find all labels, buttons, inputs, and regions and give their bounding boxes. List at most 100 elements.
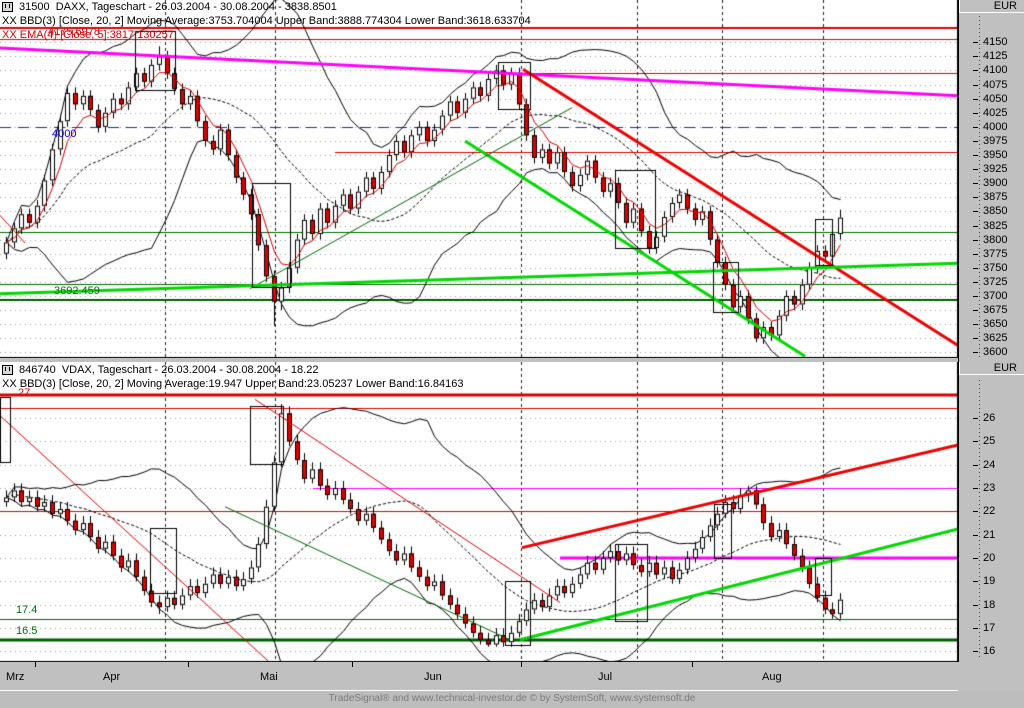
dax-ema-legend[interactable]: XX EMA(4) [Close, 5]:3817.130257	[2, 29, 174, 41]
footer-credit: TradeSignal® and www.technical-investor.…	[0, 691, 1024, 708]
axis-tick	[973, 605, 978, 606]
axis-tick	[973, 488, 978, 489]
vdax-price-axis[interactable]: 16 17 18 19 20 21 22 23 24 25 26	[959, 362, 1024, 662]
pin-icon-inner	[5, 367, 10, 371]
axis-dotted-line	[979, 380, 980, 660]
axis-tick-label: 4050	[983, 93, 1008, 105]
month-tick	[692, 662, 693, 667]
axis-tick	[973, 56, 978, 57]
dax-bollinger-legend[interactable]: XX BBD(3) [Close, 20, 2] Moving Average:…	[2, 15, 531, 27]
axis-tick	[973, 352, 978, 353]
axis-tick	[973, 99, 978, 100]
vdax-chart-canvas[interactable]	[0, 362, 958, 662]
axis-tick	[973, 240, 978, 241]
axis-tick	[973, 581, 978, 582]
axis-tick-label: 4100	[983, 64, 1008, 76]
axis-tick-label: 23	[983, 482, 996, 494]
dax-chart-canvas[interactable]	[0, 0, 958, 358]
axis-tick	[973, 651, 978, 652]
dax-title: 31500 DAXX, Tageschart - 26.03.2004 - 30…	[19, 1, 337, 13]
pin-icon-inner	[5, 4, 10, 8]
axis-tick-label: 3900	[983, 177, 1008, 189]
price-label: 4175.6978	[48, 26, 100, 38]
axis-tick	[973, 511, 978, 512]
month-label: Mrz	[6, 671, 25, 683]
pin-icon[interactable]	[2, 2, 13, 12]
vdax-title: 846740 VDAX, Tageschart - 26.03.2004 - 3…	[19, 364, 319, 376]
axis-tick-label: 24	[983, 459, 996, 471]
price-label: 3692.459	[54, 285, 100, 297]
axis-tick-label: 21	[983, 529, 996, 541]
dax-panel: 31500 DAXX, Tageschart - 26.03.2004 - 30…	[0, 0, 958, 358]
axis-tick-label: 3725	[983, 276, 1008, 288]
axis-tick	[973, 558, 978, 559]
axis-tick	[973, 535, 978, 536]
axis-tick	[973, 268, 978, 269]
currency-label: EUR	[959, 0, 1024, 13]
axis-tick-label: 17	[983, 622, 996, 634]
axis-tick-label: 3650	[983, 318, 1008, 330]
price-label: 27	[18, 387, 31, 399]
month-tick	[35, 662, 36, 667]
axis-tick-label: 19	[983, 575, 996, 587]
axis-tick-label: 4000	[983, 121, 1008, 133]
axis-tick	[973, 85, 978, 86]
axis-tick-label: 3625	[983, 332, 1008, 344]
axis-tick	[973, 127, 978, 128]
axis-dotted-line	[979, 16, 980, 360]
axis-tick	[973, 418, 978, 419]
month-label: Aug	[762, 671, 782, 683]
month-label: Jun	[424, 671, 442, 683]
axis-tick	[973, 113, 978, 114]
axis-tick-label: 3825	[983, 220, 1008, 232]
axis-separator	[958, 0, 959, 662]
axis-tick-label: 3750	[983, 262, 1008, 274]
axis-tick	[973, 42, 978, 43]
axis-tick-label: 3700	[983, 290, 1008, 302]
axis-tick-label: 3850	[983, 205, 1008, 217]
price-label: 16.5	[16, 625, 38, 637]
axis-tick	[973, 628, 978, 629]
axis-tick-label: 3675	[983, 304, 1008, 316]
axis-tick-label: 22	[983, 505, 996, 517]
axis-tick-label: 18	[983, 599, 996, 611]
axis-tick	[973, 465, 978, 466]
axis-tick-label: 25	[983, 435, 996, 447]
axis-tick	[973, 183, 978, 184]
axis-tick-label: 3875	[983, 191, 1008, 203]
pin-icon[interactable]	[2, 365, 13, 375]
vdax-panel: 846740 VDAX, Tageschart - 26.03.2004 - 3…	[0, 362, 958, 662]
axis-tick-label: 4125	[983, 50, 1008, 62]
axis-tick	[973, 282, 978, 283]
axis-tick-label: 16	[983, 645, 996, 657]
dax-header: 31500 DAXX, Tageschart - 26.03.2004 - 30…	[2, 1, 337, 13]
axis-tick	[973, 211, 978, 212]
axis-tick-label: 20	[983, 552, 996, 564]
axis-tick	[973, 169, 978, 170]
axis-tick	[973, 296, 978, 297]
axis-tick-label: 26	[983, 412, 996, 424]
price-label: 17.4	[16, 604, 38, 616]
vdax-header: 846740 VDAX, Tageschart - 26.03.2004 - 3…	[2, 364, 318, 376]
axis-tick	[973, 310, 978, 311]
axis-tick-label: 3775	[983, 248, 1008, 260]
axis-tick-label: 3800	[983, 234, 1008, 246]
axis-tick-label: 3950	[983, 149, 1008, 161]
axis-tick	[973, 70, 978, 71]
axis-tick	[973, 254, 978, 255]
axis-tick	[973, 338, 978, 339]
dax-price-axis[interactable]: 3600 3625 3650 3675 3700 3725 3750 3775 3800 3825…	[959, 0, 1024, 362]
month-label: Jul	[598, 671, 613, 683]
axis-tick	[973, 324, 978, 325]
axis-tick	[973, 155, 978, 156]
month-label: Mai	[260, 671, 278, 683]
month-label: Apr	[103, 671, 121, 683]
time-axis[interactable]: Mrz Apr Mai Jun Jul Aug	[0, 662, 958, 691]
axis-tick-label: 3925	[983, 163, 1008, 175]
vdax-bollinger-legend[interactable]: XX BBD(3) [Close, 20, 2] Moving Average:…	[2, 378, 464, 390]
axis-tick-label: 4025	[983, 107, 1008, 119]
axis-tick-label: 3975	[983, 135, 1008, 147]
axis-tick-label: 4075	[983, 79, 1008, 91]
month-tick	[352, 662, 353, 667]
price-label: 4000	[52, 128, 77, 140]
